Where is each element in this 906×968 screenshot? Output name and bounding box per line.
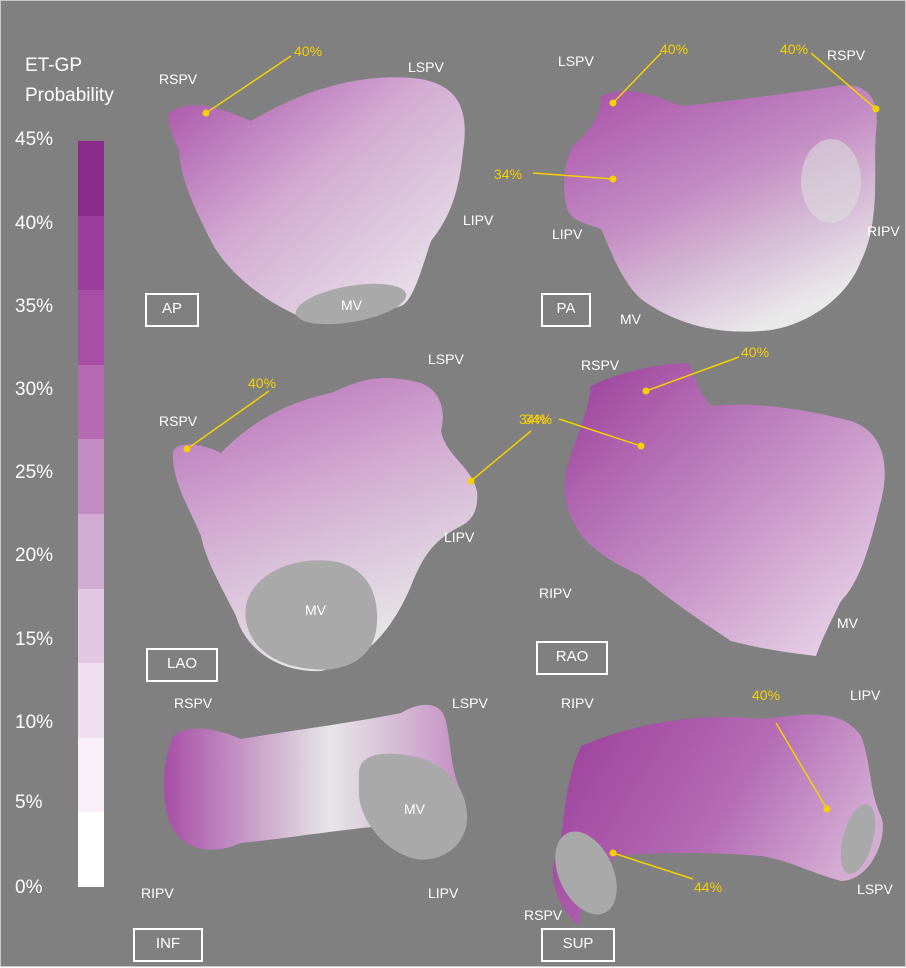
inf-view-label: INF	[133, 928, 203, 962]
pa-lspv-label: LSPV	[558, 53, 594, 69]
sup-rspv-ostium	[555, 831, 617, 915]
tick-label: 0%	[15, 877, 43, 898]
color-scale-step	[78, 290, 104, 366]
lao-callout-dot	[467, 477, 475, 485]
color-scale-bar	[78, 141, 104, 888]
lao-callout-label: 40%	[248, 375, 277, 391]
legend-title: ET-GP Probability	[25, 51, 114, 111]
color-scale-step	[78, 439, 104, 515]
inf-ripv-label: RIPV	[141, 885, 174, 901]
pa-callout-label: 40%	[780, 41, 809, 57]
pa-leader-line	[810, 52, 877, 110]
tick-label: 10%	[15, 712, 54, 733]
ap-mv-disc	[295, 283, 407, 325]
sup-leader-line	[775, 722, 828, 810]
sup-lspv-label: LSPV	[857, 881, 893, 897]
rao-callout-dot	[637, 442, 645, 450]
color-scale-step	[78, 812, 104, 888]
pa-view-label: PA	[541, 293, 591, 327]
tick-label: 35%	[15, 296, 54, 317]
pa-vein-ostium	[801, 139, 861, 223]
pa-callout-dot	[609, 175, 617, 183]
inf-mv-label: MV	[404, 801, 425, 817]
inf-lspv-label: LSPV	[452, 695, 488, 711]
color-scale-step	[78, 215, 104, 291]
tick-label: 20%	[15, 545, 54, 566]
lao-mv-label: MV	[305, 602, 326, 618]
legend-title-line1: ET-GP	[25, 55, 83, 76]
sup-atrium-shape	[552, 714, 883, 926]
color-scale-step	[78, 141, 104, 217]
sup-ripv-label: RIPV	[561, 695, 594, 711]
pa-callout-label: 34%	[494, 166, 523, 182]
inf-lipv-label: LIPV	[428, 885, 459, 901]
lao-mv-disc	[245, 560, 378, 670]
rao-atrium-shape	[564, 363, 885, 656]
tick-label: 40%	[15, 213, 54, 234]
lao-lipv-label: LIPV	[444, 529, 475, 545]
legend-title-line2: Probability	[25, 85, 114, 106]
sup-callout-label: 40%	[752, 687, 781, 703]
ap-atrium-shape	[168, 77, 465, 320]
tick-label: 30%	[15, 379, 54, 400]
rao-callout-label: 40%	[741, 344, 770, 360]
rao-mv-label: MV	[837, 615, 858, 631]
ap-callout-dot	[202, 109, 210, 117]
pa-atrium-shape	[564, 85, 877, 332]
ap-mv-label: MV	[341, 297, 362, 313]
color-scale-step	[78, 364, 104, 440]
rao-callout-label: 34%	[519, 411, 548, 427]
sup-callout-dot	[609, 849, 617, 857]
pa-lipv-label: LIPV	[552, 226, 583, 242]
lao-callout-dot	[183, 445, 191, 453]
rao-callout-dot	[642, 387, 650, 395]
rao-rspv-label: RSPV	[581, 357, 620, 373]
tick-label: 15%	[15, 629, 54, 650]
sup-callout-dot	[823, 805, 831, 813]
rao-view-label: RAO	[536, 641, 608, 675]
tick-label: 45%	[15, 129, 54, 150]
lao-callout-label: 34%	[524, 411, 553, 427]
tick-label: 25%	[15, 462, 54, 483]
ap-lspv-label: LSPV	[408, 59, 444, 75]
sup-leader-line	[612, 852, 694, 880]
rao-leader-line	[558, 418, 642, 447]
pa-callout-dot	[872, 105, 880, 113]
pa-ripv-label: RIPV	[867, 223, 900, 239]
lao-lspv-label: LSPV	[428, 351, 464, 367]
rao-leader-line	[645, 356, 740, 392]
ap-leader-line	[205, 55, 292, 114]
pa-callout-label: 40%	[660, 41, 689, 57]
ap-rspv-label: RSPV	[159, 71, 198, 87]
pa-leader-line	[612, 52, 662, 104]
color-scale-step	[78, 663, 104, 739]
ap-lipv-label: LIPV	[463, 212, 494, 228]
sup-view-label: SUP	[541, 928, 615, 962]
rao-ripv-label: RIPV	[539, 585, 572, 601]
lao-leader-line	[470, 430, 532, 482]
color-scale-step	[78, 588, 104, 664]
pa-callout-dot	[609, 99, 617, 107]
lao-view-label: LAO	[146, 648, 218, 682]
lao-rspv-label: RSPV	[159, 413, 198, 429]
color-scale-step	[78, 737, 104, 813]
ap-callout-label: 40%	[294, 43, 323, 59]
lao-leader-line	[186, 390, 270, 450]
sup-callout-label: 44%	[694, 879, 723, 895]
sup-lipv-label: LIPV	[850, 687, 881, 703]
sup-rspv-label: RSPV	[524, 907, 563, 923]
inf-rspv-label: RSPV	[174, 695, 213, 711]
ap-view-label: AP	[145, 293, 199, 327]
color-scale-step	[78, 514, 104, 590]
pa-leader-line	[532, 172, 614, 180]
tick-label: 5%	[15, 792, 43, 813]
inf-mv-disc	[359, 753, 468, 860]
sup-lspv-ostium	[840, 804, 876, 874]
pa-mv-label: MV	[620, 311, 641, 327]
pa-rspv-label: RSPV	[827, 47, 866, 63]
